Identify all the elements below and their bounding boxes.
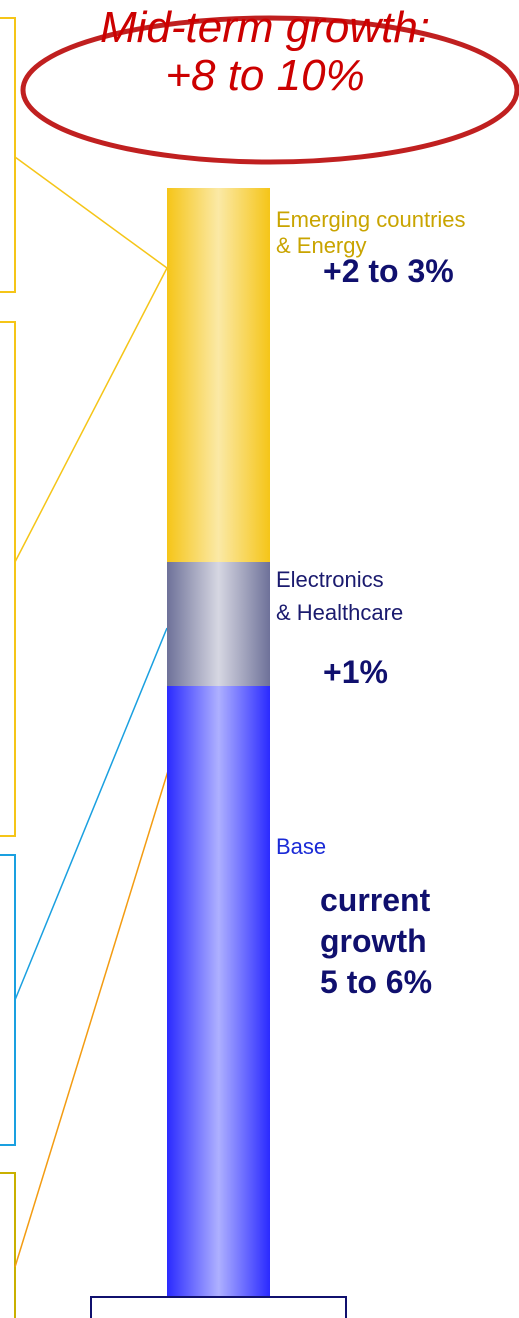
connector-line — [14, 627, 168, 1001]
headline-line-2: +8 to 10% — [165, 51, 365, 100]
x-axis-baseline — [90, 1296, 347, 1318]
headline: Mid-term growth: +8 to 10% — [20, 4, 510, 100]
connector-line — [14, 267, 168, 563]
headline-line-1: Mid-term growth: — [99, 3, 431, 52]
value-electronics: +1% — [323, 654, 388, 690]
value-base-line-3: 5 to 6% — [320, 964, 433, 1000]
label-emerging-line-1: Emerging countries — [276, 207, 466, 232]
left-box-3 — [0, 854, 16, 1146]
label-base: Base — [276, 834, 327, 859]
bar-base — [167, 686, 270, 1298]
left-box-1 — [0, 17, 16, 293]
label-electronics-line-2: & Healthcare — [276, 600, 404, 625]
connector-line — [14, 156, 168, 269]
headline-ellipse — [20, 15, 519, 165]
connector-line — [14, 757, 173, 1268]
label-emerging-line-2: & Energy — [276, 233, 367, 258]
value-base-line-2: growth — [320, 923, 427, 959]
value-emerging: +2 to 3% — [323, 253, 454, 289]
value-base-line-1: current — [320, 882, 431, 918]
left-box-2 — [0, 321, 16, 837]
label-electronics-line-1: Electronics — [276, 567, 384, 592]
bar-electronics-healthcare — [167, 562, 270, 686]
bar-emerging-countries-energy — [167, 188, 270, 562]
left-box-4 — [0, 1172, 16, 1318]
